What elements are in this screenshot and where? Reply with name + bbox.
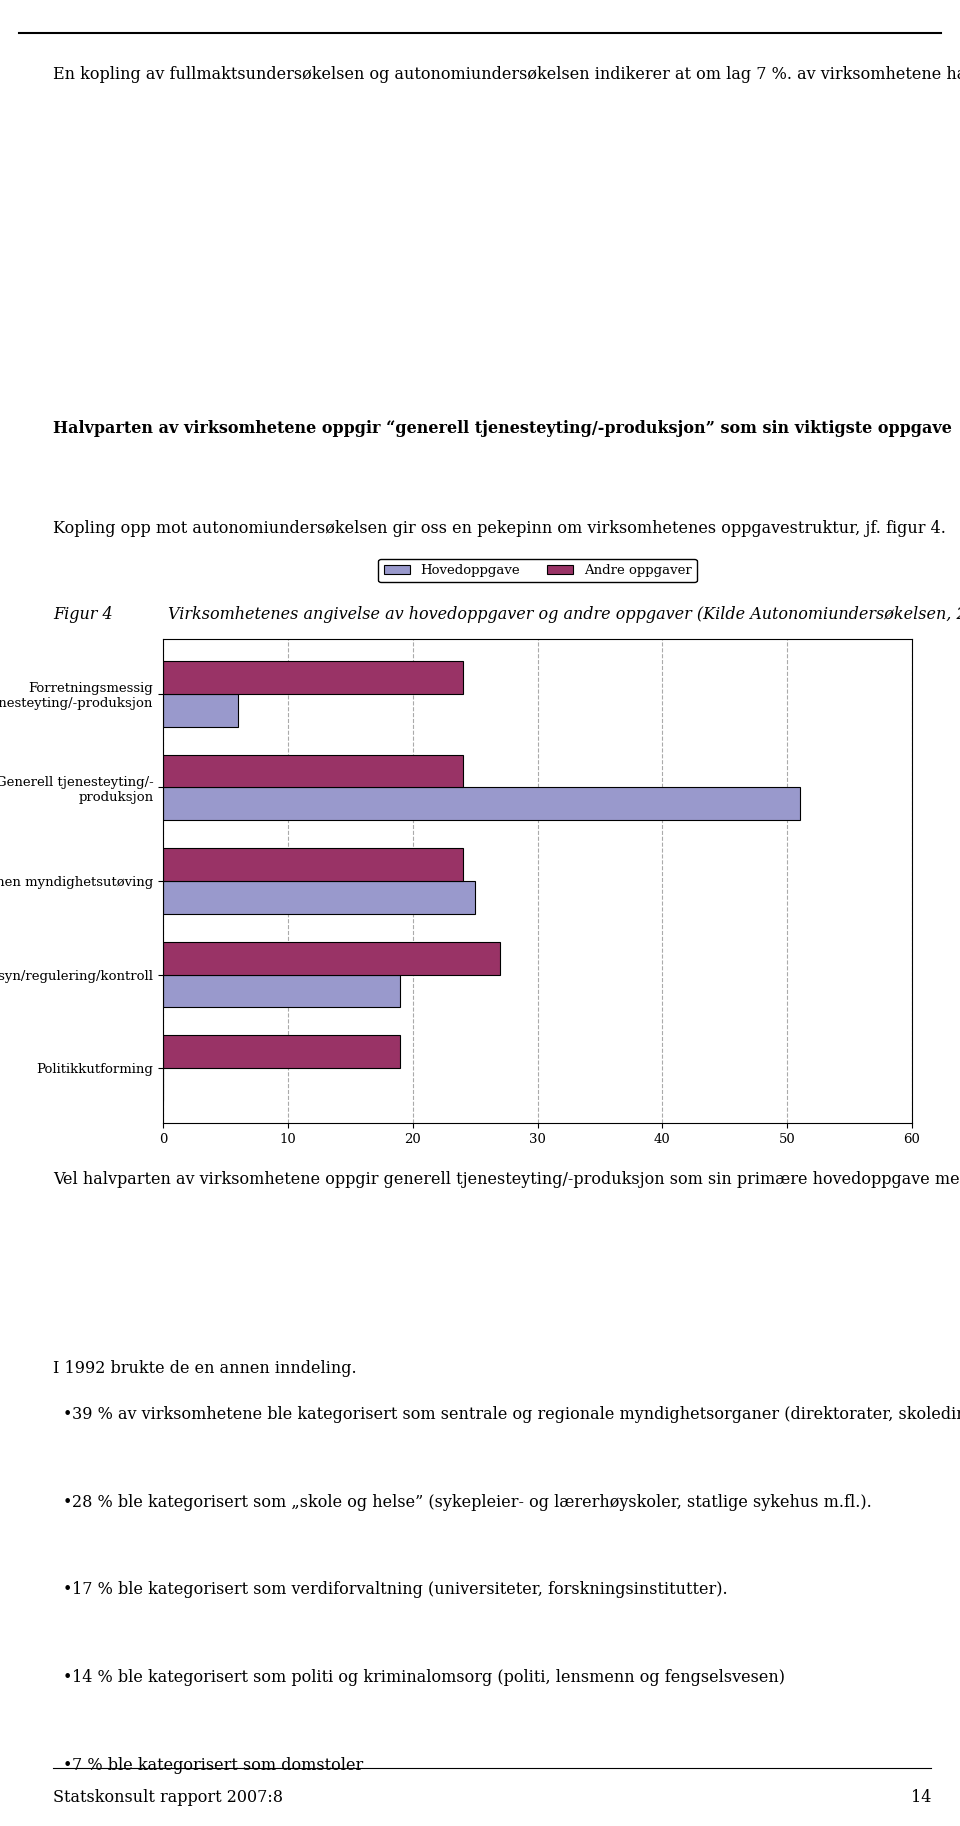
Text: Virksomhetenes angivelse av hovedoppgaver og andre oppgaver (Kilde Autonomiunder: Virksomhetenes angivelse av hovedoppgave…	[168, 606, 960, 623]
Text: En kopling av fullmaktsundersøkelsen og autonomiundersøkelsen indikerer at om la: En kopling av fullmaktsundersøkelsen og …	[53, 64, 960, 82]
Bar	[163, 942, 500, 975]
Text: •: •	[62, 1757, 72, 1773]
Text: I 1992 brukte de en annen inndeling.: I 1992 brukte de en annen inndeling.	[53, 1360, 356, 1377]
Bar	[163, 661, 463, 694]
Bar	[163, 975, 400, 1008]
Text: •: •	[62, 1669, 72, 1685]
Text: 28 % ble kategorisert som „skole og helse” (sykepleier- og lærerhøyskoler, statl: 28 % ble kategorisert som „skole og hels…	[72, 1494, 872, 1510]
Text: •: •	[62, 1581, 72, 1598]
Text: •: •	[62, 1406, 72, 1422]
Bar	[163, 694, 238, 727]
Bar	[163, 882, 475, 913]
Text: 7 % ble kategorisert som domstoler: 7 % ble kategorisert som domstoler	[72, 1757, 363, 1773]
Text: Kopling opp mot autonomiundersøkelsen gir oss en pekepinn om virksomhetenes oppg: Kopling opp mot autonomiundersøkelsen gi…	[53, 520, 946, 537]
Bar	[163, 754, 463, 787]
Text: •: •	[62, 1494, 72, 1510]
Text: Figur 4: Figur 4	[53, 606, 112, 623]
Text: 17 % ble kategorisert som verdiforvaltning (universiteter, forskningsinstitutter: 17 % ble kategorisert som verdiforvaltni…	[72, 1581, 728, 1598]
Bar	[163, 1035, 400, 1068]
Text: Halvparten av virksomhetene oppgir “generell tjenesteyting/-produksjon” som sin : Halvparten av virksomhetene oppgir “gene…	[53, 420, 951, 436]
Text: Vel halvparten av virksomhetene oppgir generell tjenesteyting/-produksjon som si: Vel halvparten av virksomhetene oppgir g…	[53, 1169, 960, 1187]
Bar	[163, 787, 800, 820]
Bar	[163, 849, 463, 882]
Text: 39 % av virksomhetene ble kategorisert som sentrale og regionale myndighetsorgan: 39 % av virksomhetene ble kategorisert s…	[72, 1406, 960, 1422]
Legend: Hovedoppgave, Andre oppgaver: Hovedoppgave, Andre oppgaver	[378, 559, 697, 582]
Text: Statskonsult rapport 2007:8: Statskonsult rapport 2007:8	[53, 1789, 283, 1806]
Text: 14 % ble kategorisert som politi og kriminalomsorg (politi, lensmenn og fengsels: 14 % ble kategorisert som politi og krim…	[72, 1669, 785, 1685]
Text: 14: 14	[911, 1789, 931, 1806]
